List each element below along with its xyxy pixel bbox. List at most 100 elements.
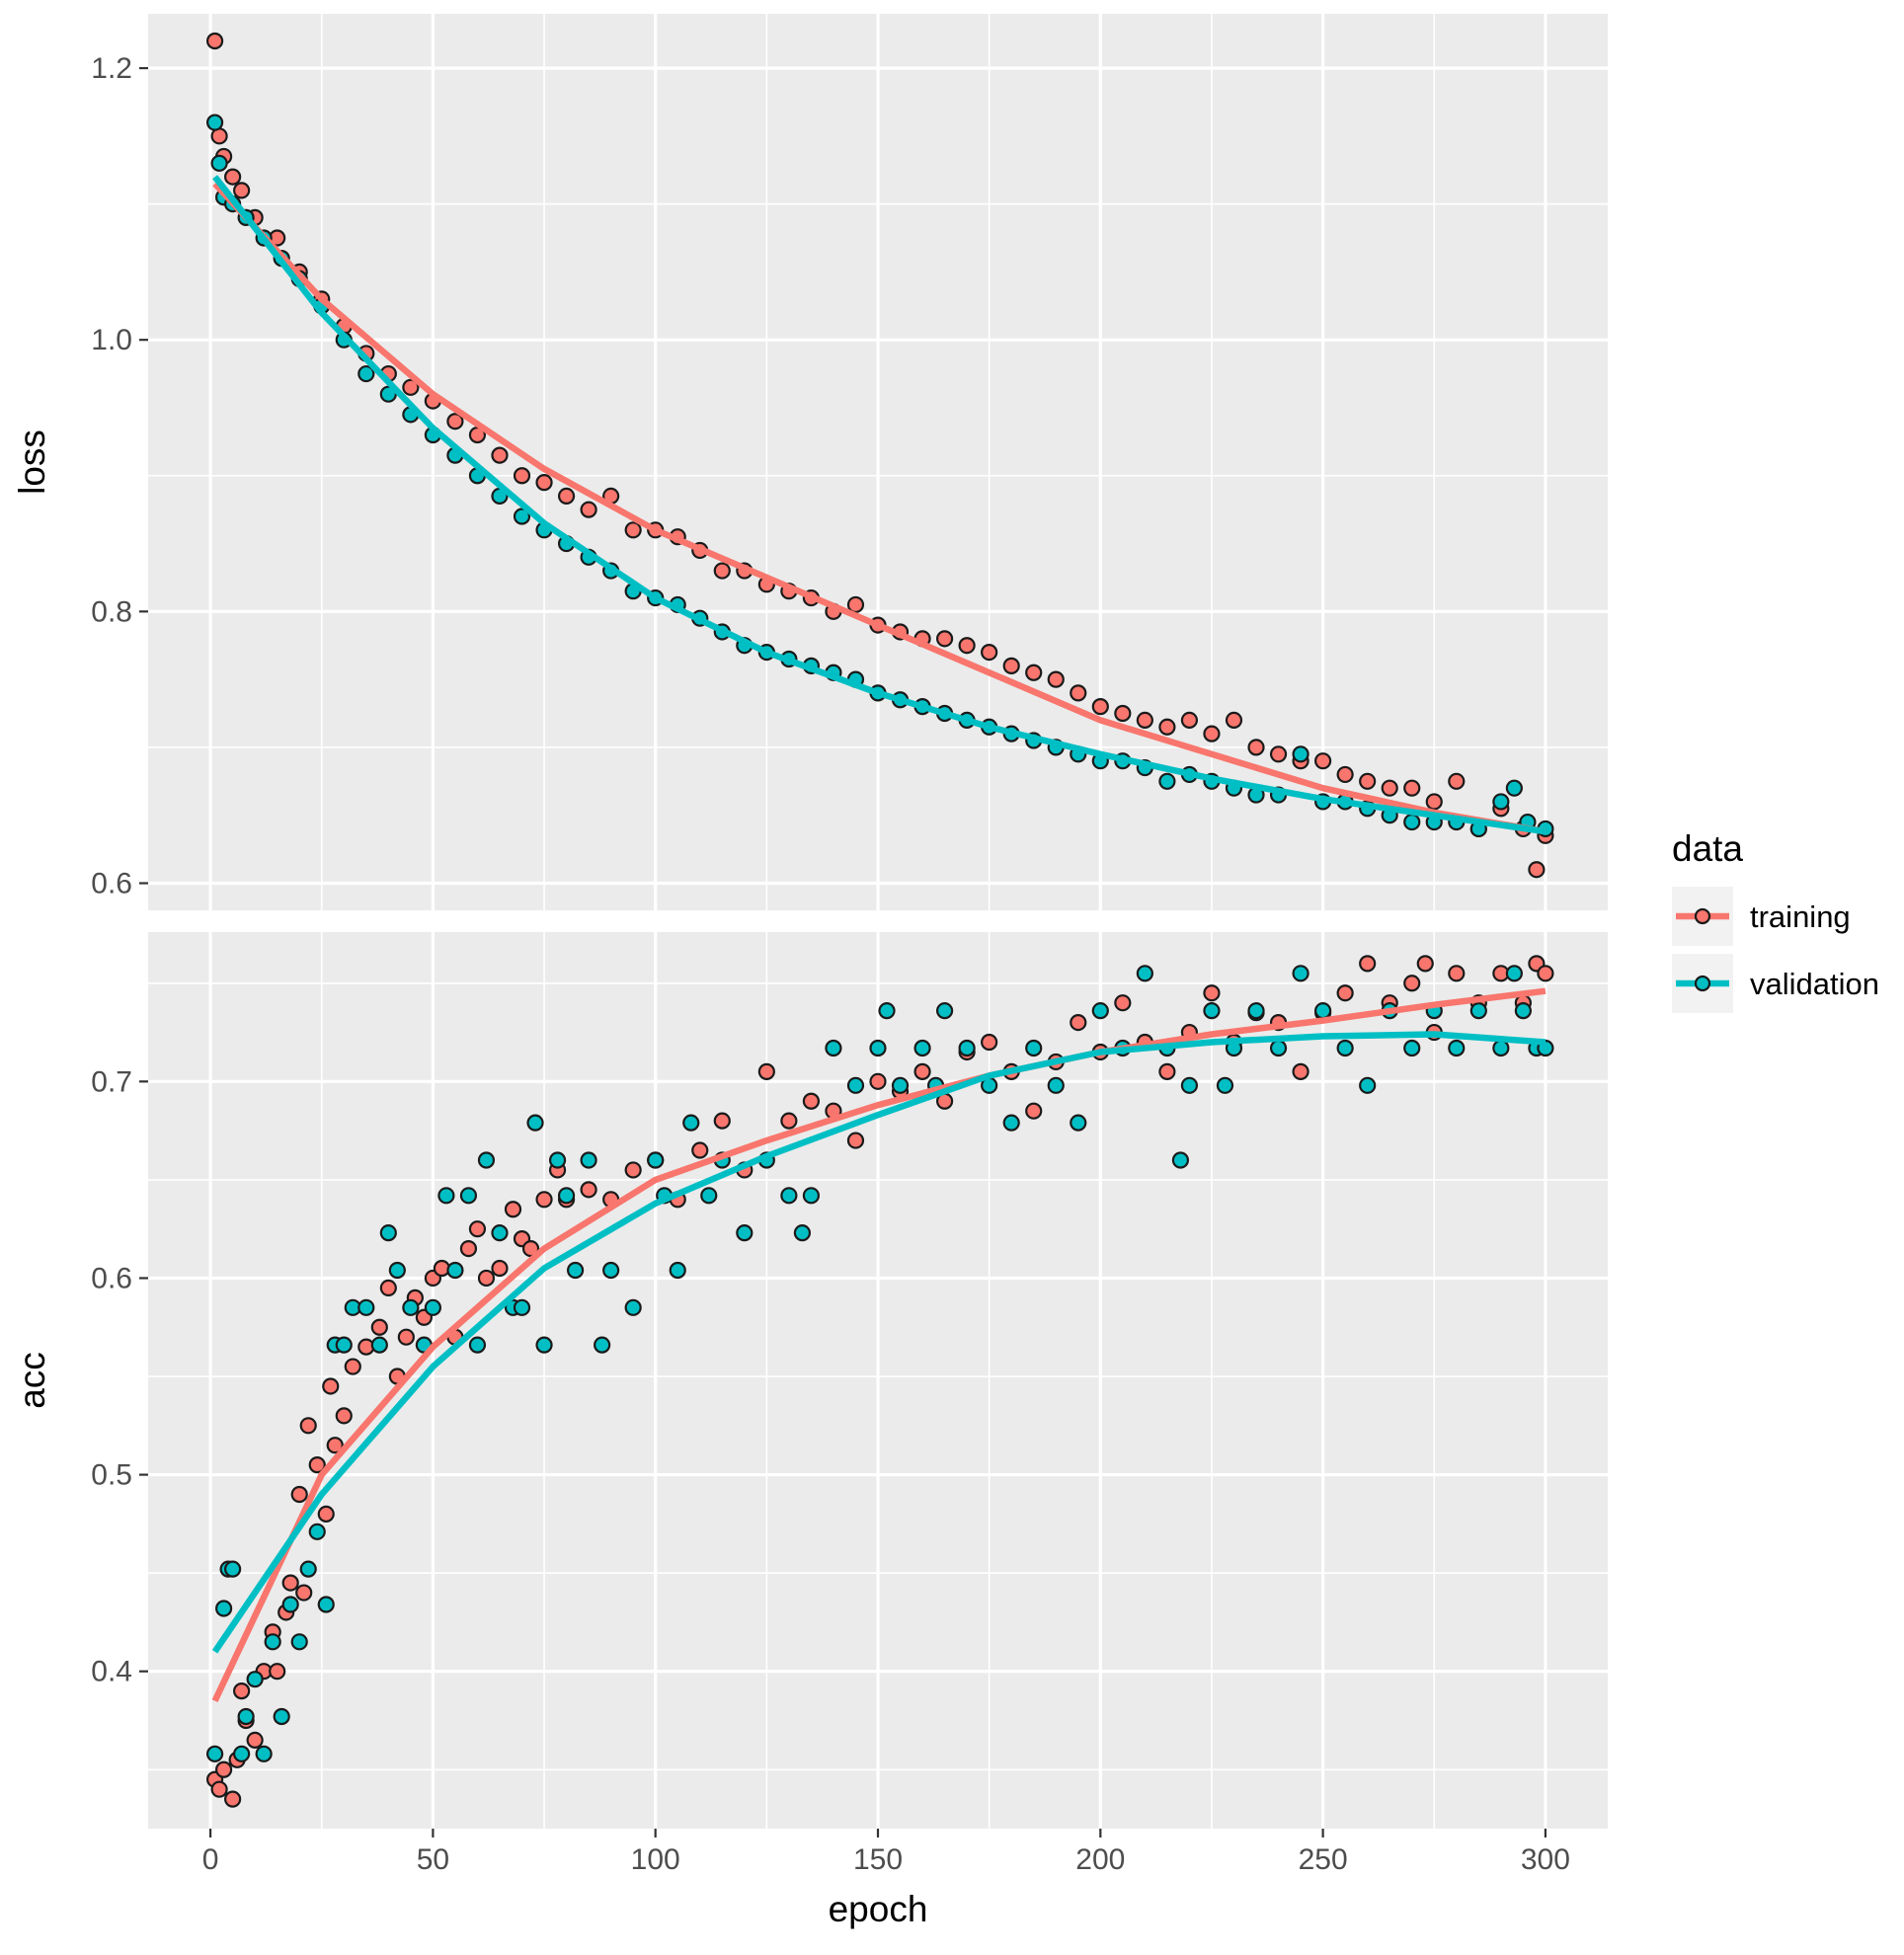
data-point-training (1180, 711, 1199, 729)
data-point-training (913, 1062, 931, 1080)
data-point-validation (1203, 1002, 1221, 1020)
data-point-training (504, 1201, 522, 1218)
x-tick-label: 50 (417, 1843, 449, 1876)
data-point-training (379, 1279, 397, 1297)
data-point-training (1425, 793, 1443, 811)
data-point-validation (802, 1187, 821, 1205)
data-point-training (269, 1663, 286, 1681)
data-point-validation (869, 1039, 887, 1057)
data-point-validation (513, 508, 531, 525)
data-point-training (1359, 772, 1377, 790)
data-point-validation (264, 1633, 281, 1651)
data-point-validation (793, 1224, 811, 1242)
data-point-training (1336, 765, 1354, 784)
data-point-training (370, 1318, 388, 1336)
data-point-validation (891, 1076, 910, 1094)
data-point-validation (317, 1596, 335, 1613)
data-point-training (981, 644, 998, 662)
smooth-line-training (211, 987, 1547, 1702)
data-point-validation (1336, 1039, 1354, 1057)
data-point-validation (566, 1261, 585, 1280)
data-point-training (1158, 1062, 1176, 1080)
data-point-training (402, 378, 420, 396)
data-point-training (1136, 711, 1153, 729)
data-point-training (691, 1141, 709, 1159)
data-point-validation (1025, 1039, 1043, 1057)
data-point-training (1114, 994, 1132, 1012)
data-point-training (713, 1112, 731, 1130)
data-point-training (1203, 984, 1221, 1002)
data-point-validation (237, 1707, 255, 1726)
data-point-validation (1247, 1002, 1265, 1020)
data-point-training (557, 487, 576, 505)
data-point-training (802, 1092, 821, 1110)
data-point-validation (1269, 1039, 1288, 1057)
data-point-training (317, 1505, 335, 1524)
data-point-training (981, 1033, 998, 1052)
data-point-training (1091, 698, 1109, 716)
data-point-validation (308, 1523, 326, 1540)
data-point-validation (205, 114, 224, 131)
data-point-training (246, 1731, 264, 1749)
data-point-validation (647, 1151, 665, 1169)
data-point-validation (1091, 1002, 1109, 1020)
data-point-training (780, 1112, 798, 1130)
data-point-training (477, 1269, 496, 1288)
data-point-training (224, 1790, 242, 1808)
legend-point-training (1694, 907, 1711, 925)
data-point-validation (468, 1336, 487, 1354)
data-point-validation (281, 1596, 299, 1613)
legend: data training validation (1672, 828, 1879, 1013)
data-point-validation (513, 1298, 531, 1316)
data-point-training (935, 630, 954, 648)
x-tick-label: 100 (631, 1843, 680, 1876)
data-point-validation (1403, 813, 1421, 831)
data-point-training (344, 1358, 361, 1375)
data-point-training (1416, 955, 1434, 973)
data-point-validation (878, 1002, 896, 1020)
data-point-training (1203, 725, 1221, 743)
data-point-validation (215, 1600, 233, 1617)
x-axis-title: epoch (829, 1889, 928, 1929)
data-point-training (459, 1239, 478, 1258)
x-tick-label: 150 (853, 1843, 903, 1876)
data-point-training (521, 1239, 540, 1258)
data-point-training (308, 1456, 326, 1474)
data-point-training (958, 637, 976, 655)
panel-acc-marks (205, 955, 1554, 1808)
data-point-validation (580, 1151, 597, 1169)
panel-acc: 0.4 0.5 0.6 0.7 acc (12, 932, 1608, 1829)
data-point-training (1114, 704, 1132, 723)
data-point-validation (459, 1187, 478, 1205)
data-point-validation (535, 1336, 553, 1354)
data-point-training (757, 1062, 775, 1080)
data-point-validation (1136, 965, 1153, 982)
data-point-training (468, 1220, 487, 1238)
legend-title: data (1672, 828, 1743, 869)
data-point-validation (437, 1187, 455, 1205)
data-point-validation (491, 1224, 509, 1242)
data-point-validation (477, 1151, 496, 1169)
data-point-training (713, 562, 731, 580)
data-point-validation (1514, 1002, 1532, 1020)
data-point-validation (736, 1224, 754, 1242)
data-point-training (299, 1417, 317, 1435)
data-point-training (1002, 657, 1020, 674)
data-point-validation (370, 1336, 388, 1354)
data-point-training (580, 1181, 597, 1199)
data-point-validation (424, 1298, 441, 1316)
data-point-validation (1403, 1039, 1421, 1057)
data-point-validation (255, 1745, 273, 1762)
data-point-training (224, 168, 242, 186)
data-point-training (281, 1574, 299, 1592)
data-point-training (535, 1191, 553, 1209)
data-point-validation (224, 1560, 242, 1578)
data-point-training (1292, 1062, 1309, 1080)
data-point-training (1158, 718, 1176, 736)
legend-label-validation: validation (1750, 967, 1879, 1001)
data-point-validation (1314, 1002, 1332, 1020)
data-point-training (326, 1437, 344, 1454)
smooth-line-validation (212, 175, 1547, 835)
data-point-validation (402, 1298, 420, 1316)
data-point-validation (335, 1336, 353, 1354)
